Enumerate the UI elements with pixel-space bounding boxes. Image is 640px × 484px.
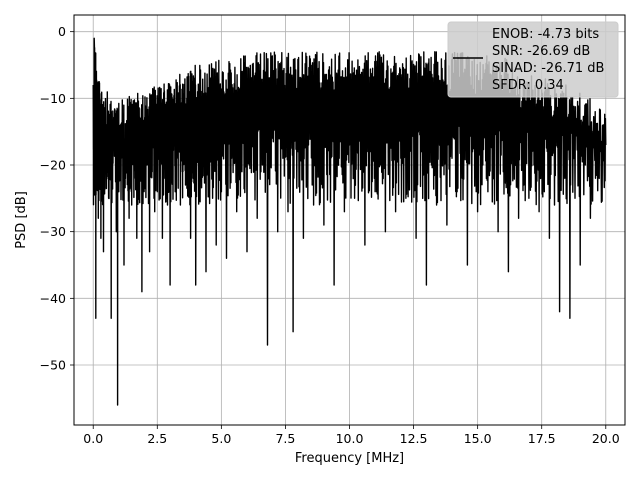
x-tick-label: 0.0: [83, 431, 103, 446]
legend: ENOB: -4.73 bits SNR: -26.69 dB SINAD: -…: [447, 21, 619, 98]
axis-ticks: 0.0 2.5 5.0 7.5 10.0 12.5 15.0 17.5 20.0 0 −10 −20 −…: [40, 24, 620, 446]
legend-box: [447, 21, 619, 98]
psd-series-line: [92, 37, 607, 406]
x-tick-label: 2.5: [147, 431, 167, 446]
y-tick-label: −20: [40, 158, 66, 173]
x-tick-label: 12.5: [400, 431, 428, 446]
y-axis-label: PSD [dB]: [14, 191, 29, 249]
x-tick-label: 5.0: [211, 431, 231, 446]
x-tick-label: 17.5: [528, 431, 556, 446]
x-tick-label: 7.5: [275, 431, 295, 446]
y-tick-label: −40: [40, 291, 66, 306]
y-tick-label: −50: [40, 358, 66, 373]
x-tick-label: 20.0: [592, 431, 620, 446]
y-tick-label: 0: [58, 24, 66, 39]
legend-entry-snr: SNR: -26.69 dB: [492, 44, 590, 59]
x-tick-label: 10.0: [336, 431, 364, 446]
plot-area: [92, 37, 607, 406]
x-axis-label: Frequency [MHz]: [295, 451, 404, 466]
legend-entry-sinad: SINAD: -26.71 dB: [492, 61, 604, 76]
legend-entry-sfdr: SFDR: 0.34: [492, 78, 564, 93]
legend-entry-enob: ENOB: -4.73 bits: [492, 27, 599, 42]
y-tick-label: −30: [40, 224, 66, 239]
y-tick-label: −10: [40, 91, 66, 106]
x-tick-label: 15.0: [464, 431, 492, 446]
